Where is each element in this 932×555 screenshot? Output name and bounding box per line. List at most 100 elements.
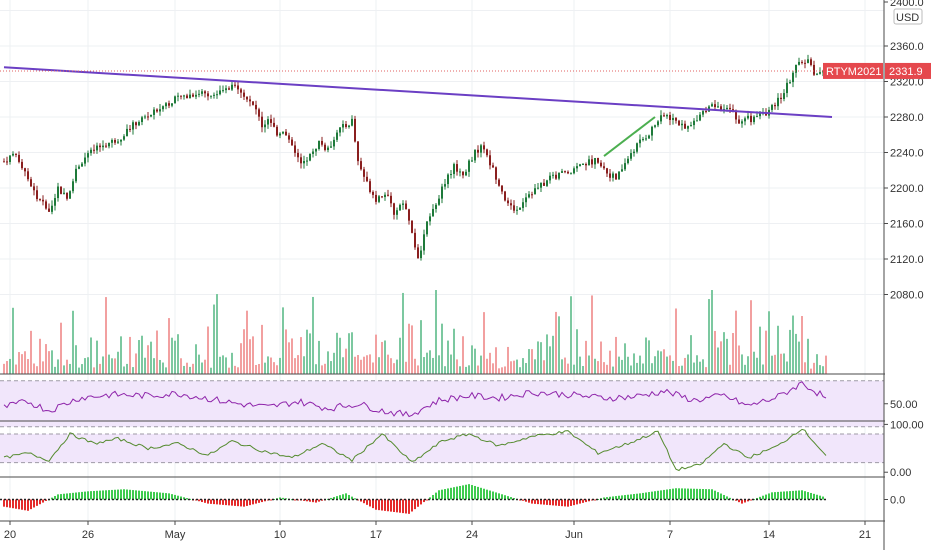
volume-bar [132, 367, 134, 374]
momentum-bar [372, 499, 374, 509]
candle-body [57, 186, 59, 199]
momentum-bar [795, 490, 797, 500]
momentum-bar [570, 499, 572, 506]
momentum-bar [165, 493, 167, 500]
volume-bar [57, 359, 59, 374]
volume-bar [564, 357, 566, 374]
candle-body [6, 161, 8, 163]
volume-bar [501, 367, 503, 374]
volume-bar [495, 347, 497, 374]
momentum-bar [606, 497, 608, 500]
candle-body [684, 123, 686, 129]
momentum-bar [126, 489, 128, 500]
momentum-bar [465, 484, 467, 500]
volume-bar [21, 354, 23, 374]
momentum-bar [450, 487, 452, 500]
candle-body [462, 171, 464, 176]
momentum-bar [111, 489, 113, 500]
volume-bar [45, 344, 47, 374]
momentum-bar [444, 489, 446, 500]
volume-bar [636, 362, 638, 374]
candle-body [726, 107, 728, 110]
candle-body [687, 126, 689, 129]
volume-bar [66, 359, 68, 374]
momentum-bar [3, 499, 5, 507]
momentum-bar [543, 499, 545, 505]
time-tick-label: Jun [565, 529, 583, 541]
currency-box [893, 8, 923, 25]
momentum-bar [336, 496, 338, 500]
candle-body [204, 91, 206, 94]
volume-bar [372, 362, 374, 374]
candle-body [210, 95, 212, 97]
volume-bar [507, 346, 509, 374]
momentum-bar [30, 499, 32, 510]
momentum-bar [696, 488, 698, 500]
momentum-bar [150, 491, 152, 500]
time-tick-label: 21 [859, 529, 871, 541]
momentum-bar [270, 499, 272, 501]
momentum-bar [57, 494, 59, 500]
momentum-bar [63, 493, 65, 500]
candle-body [411, 220, 413, 233]
candle-body [573, 168, 575, 174]
candle-body [591, 159, 593, 165]
candle-body [18, 154, 20, 162]
candle-body [297, 152, 299, 158]
candle-body [312, 151, 314, 154]
momentum-bar [21, 499, 23, 510]
volume-bar [150, 341, 152, 374]
momentum-bar [234, 499, 236, 506]
momentum-bar [561, 499, 563, 507]
momentum-bar [174, 494, 176, 500]
candle-body [372, 191, 374, 195]
candle-body [600, 162, 602, 167]
candle-body [87, 153, 89, 158]
volume-bar [663, 349, 665, 374]
volume-bar [606, 364, 608, 374]
candle-body [759, 112, 761, 117]
candle-body [801, 61, 803, 63]
momentum-bar [714, 490, 716, 500]
time-tick-label: May [165, 529, 186, 541]
candle-body [501, 185, 503, 192]
candle-body [246, 96, 248, 100]
momentum-bar [609, 496, 611, 500]
momentum-bar [216, 499, 218, 505]
momentum-bar [537, 499, 539, 505]
momentum-bar [669, 489, 671, 500]
volume-bar [72, 310, 74, 374]
momentum-bar [363, 499, 365, 504]
volume-bar [540, 342, 542, 374]
volume-bar [261, 324, 263, 374]
volume-bar [468, 365, 470, 374]
candle-body [234, 84, 236, 86]
time-axis[interactable]: 20 26 May 10 17 24 Jun 7 14 21 [4, 521, 871, 541]
momentum-bar [552, 499, 554, 506]
volume-bar [207, 326, 209, 374]
momentum-bar [168, 493, 170, 500]
candle-body [366, 176, 368, 182]
candle-body [351, 118, 353, 126]
momentum-bar [783, 491, 785, 500]
candle-body [315, 148, 317, 152]
momentum-bar [27, 499, 29, 511]
candle-body [84, 157, 86, 164]
momentum-bar [342, 494, 344, 500]
candle-body [66, 192, 68, 199]
candle-body [516, 209, 518, 211]
momentum-bar [237, 499, 239, 507]
momentum-bar [147, 491, 149, 500]
volume-bar [492, 363, 494, 374]
momentum-bar [498, 493, 500, 500]
candle-body [615, 173, 617, 180]
volume-bar [534, 359, 536, 374]
candle-body [564, 171, 566, 173]
price-tick-label: 2320.0 [890, 77, 924, 89]
volume-bar [54, 366, 56, 374]
volume-bar [633, 353, 635, 374]
volume-bar [201, 362, 203, 374]
volume-bar [768, 311, 770, 374]
price-axis[interactable]: 2400.0 2360.0 2320.0 2280.0 2240.0 2200.0 2160… [823, 0, 932, 550]
